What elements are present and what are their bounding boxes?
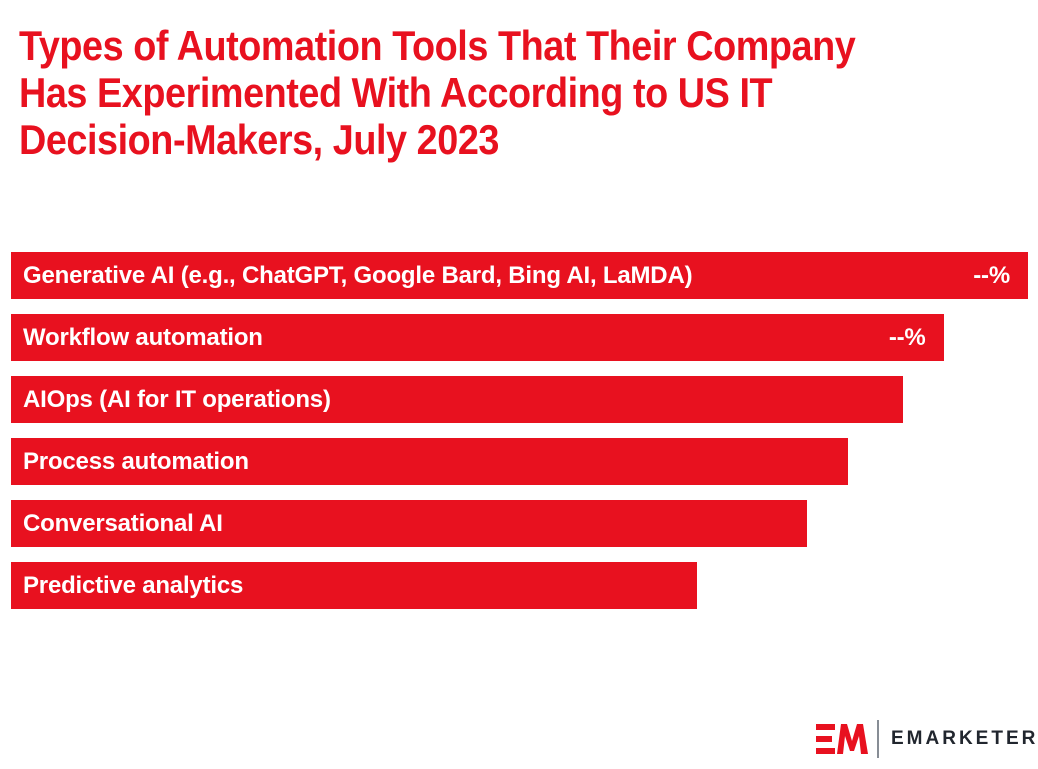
bar-value: --% (973, 261, 1010, 289)
chart-title-line-3: Decision-Makers, July 2023 (19, 116, 499, 163)
bar-label: Conversational AI (23, 509, 223, 537)
chart-title-line-2: Has Experimented With According to US IT (19, 69, 773, 116)
bar-value: --% (888, 323, 926, 351)
bar-label: AIOps (AI for IT operations) (23, 385, 331, 413)
bar-workflow-automation: Workflow automation --% (11, 314, 944, 361)
bar-conversational-ai: Conversational AI (11, 500, 808, 547)
bar-label: Predictive analytics (23, 571, 244, 599)
bar-process-automation: Process automation (11, 438, 848, 485)
chart-title: Types of Automation Tools That Their Com… (19, 22, 856, 163)
bar-label: Generative AI (e.g., ChatGPT, Google Bar… (23, 261, 693, 289)
emarketer-logo: EMARKETER (816, 719, 1038, 759)
bar-label: Workflow automation (23, 323, 263, 351)
bar-aiops: AIOps (AI for IT operations) (11, 376, 903, 423)
logo-divider (877, 720, 879, 758)
bar-generative-ai: Generative AI (e.g., ChatGPT, Google Bar… (11, 252, 1028, 299)
bar-predictive-analytics: Predictive analytics (11, 562, 698, 609)
chart-title-line-1: Types of Automation Tools That Their Com… (19, 22, 856, 69)
emarketer-wordmark: EMARKETER (891, 728, 1038, 749)
bar-chart: Generative AI (e.g., ChatGPT, Google Bar… (11, 252, 1028, 624)
emarketer-monogram-icon (816, 724, 868, 754)
bar-label: Process automation (23, 447, 249, 475)
